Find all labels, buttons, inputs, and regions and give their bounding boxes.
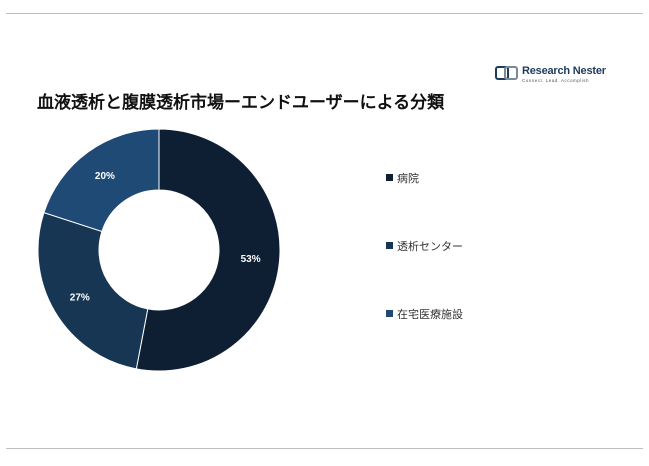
slice-label-1: 53% (241, 254, 261, 265)
legend-item-1: 病院 (386, 170, 419, 186)
legend-label-2: 透析センター (397, 240, 463, 253)
legend-swatch-3 (386, 310, 393, 317)
legend-item-3: 在宅医療施設 (386, 306, 463, 322)
logo-name-part2: Nester (572, 65, 606, 77)
chart-title: 血液透析と腹膜透析市場ーエンドユーザーによる分類 (37, 93, 445, 113)
logo-wordmark: Research Nester (522, 65, 606, 77)
research-nester-logo: Research Nester Connect. Lead. Accomplis… (495, 64, 615, 86)
bottom-divider (6, 448, 643, 449)
slice-label-2: 27% (70, 292, 90, 303)
logo-tagline: Connect. Lead. Accomplish (522, 78, 590, 83)
top-divider (6, 13, 643, 14)
legend-label-1: 病院 (397, 172, 419, 185)
legend-label-3: 在宅医療施設 (397, 308, 463, 321)
legend-item-2: 透析センター (386, 238, 463, 254)
logo-mark-icon (495, 66, 518, 80)
donut-slice-2 (37, 211, 149, 370)
legend-swatch-1 (386, 174, 393, 181)
legend-swatch-2 (386, 242, 393, 249)
logo-name-part1: Research (522, 65, 573, 77)
slice-label-3: 20% (95, 171, 115, 182)
donut-slice-3 (43, 128, 160, 233)
donut-slice-1 (135, 128, 281, 372)
